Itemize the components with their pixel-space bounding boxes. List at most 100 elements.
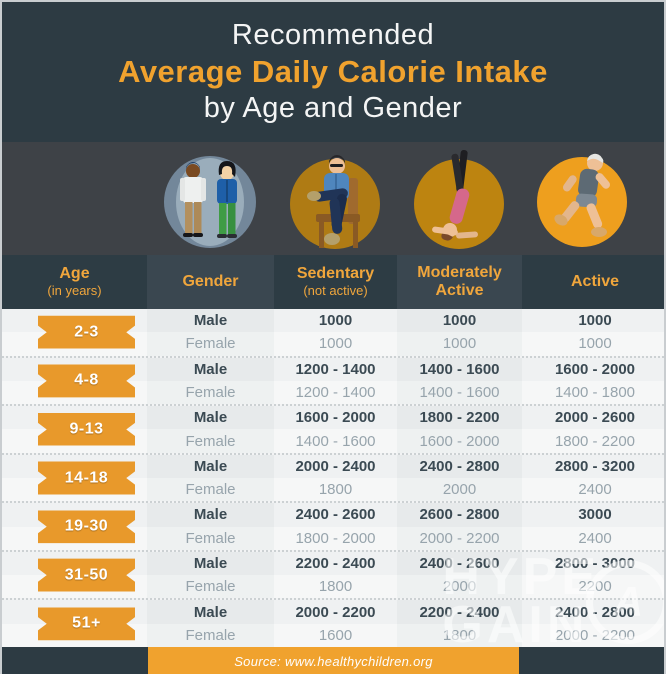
gender-icon — [155, 144, 265, 253]
gender-label-female: Female — [147, 526, 274, 550]
age-range-label: 2-3 — [74, 323, 99, 341]
female-row: Female 1600 1800 2000 - 2200 — [2, 623, 664, 648]
calorie-value-sedentary: 1400 - 1600 — [295, 432, 376, 450]
age-range-badge: 2-3 — [38, 315, 135, 349]
age-range-badge: 9-13 — [38, 412, 135, 446]
calorie-value-moderate: 1400 - 1600 — [397, 357, 522, 381]
column-header-moderately-active: Moderately Active — [397, 255, 522, 309]
column-header-sedentary: Sedentary (not active) — [296, 265, 375, 298]
calorie-value-sedentary: 1800 - 2000 — [295, 529, 376, 547]
gender-label-female: Female — [147, 478, 274, 502]
male-row: Male 2400 - 2600 2600 - 2800 3000 — [2, 503, 664, 527]
active-icon — [527, 144, 637, 253]
calorie-value-sedentary: 1800 — [318, 481, 353, 499]
age-group-row: 4-8 Male 1200 - 1400 1400 - 1600 1600 - … — [2, 355, 664, 405]
calorie-value-moderate: 1600 - 2000 — [397, 429, 522, 453]
gender-label-male: Male — [147, 454, 274, 479]
calorie-value-moderate: 1000 — [397, 309, 522, 333]
calorie-value-sedentary: 1000 — [318, 335, 353, 353]
calorie-value-sedentary: 1600 — [318, 626, 353, 644]
age-group-row: 2-3 Male 1000 1000 1000 Female 1000 1000… — [2, 309, 664, 356]
age-range-badge: 14-18 — [38, 461, 135, 495]
column-header-age: Age (in years) — [47, 265, 102, 298]
title-line-1: Recommended — [231, 19, 435, 51]
male-row: Male 1600 - 2000 1800 - 2200 2000 - 2600 — [2, 406, 664, 430]
male-row: Male 2000 - 2400 2400 - 2800 2800 - 3200 — [2, 454, 664, 479]
column-header-active: Active — [570, 272, 620, 290]
calorie-value-active: 2000 - 2200 — [554, 626, 636, 644]
calorie-value-active: 1000 — [578, 335, 612, 353]
age-range-badge: 19-30 — [38, 510, 135, 544]
calorie-value-moderate: 1800 - 2200 — [397, 406, 522, 430]
age-range-label: 9-13 — [69, 420, 104, 438]
calorie-value-sedentary: 1200 - 1400 — [295, 360, 376, 378]
title-line-3: by Age and Gender — [203, 92, 463, 124]
gender-label-female: Female — [147, 332, 274, 356]
female-row: Female 1400 - 1600 1600 - 2000 1800 - 22… — [2, 429, 664, 453]
age-group-row: 14-18 Male 2000 - 2400 2400 - 2800 2800 … — [2, 452, 664, 502]
calorie-value-moderate: 2000 — [397, 575, 522, 599]
age-range-label: 14-18 — [64, 469, 109, 487]
calorie-value-moderate: 2400 - 2800 — [397, 454, 522, 479]
source-bar: Source: www.healthychildren.org — [148, 647, 519, 674]
calorie-value-sedentary: 1000 — [318, 312, 353, 330]
gender-label-female: Female — [147, 380, 274, 405]
gender-label-female: Female — [147, 429, 274, 453]
calorie-value-active: 2800 - 3200 — [554, 457, 636, 475]
calorie-value-active: 1400 - 1800 — [554, 384, 636, 402]
title-band: Recommended Average Daily Calorie Intake… — [2, 2, 664, 142]
age-group-row: 51+ Male 2000 - 2200 2200 - 2400 2400 - … — [2, 598, 664, 648]
table-header-row: Age (in years) Gender Sedentary (not act… — [2, 255, 664, 309]
gender-label-male: Male — [147, 406, 274, 430]
calorie-value-moderate: 2400 - 2600 — [397, 551, 522, 576]
calorie-value-sedentary: 1600 - 2000 — [295, 409, 376, 427]
calorie-value-active: 2400 — [578, 529, 612, 547]
illustration-band — [2, 142, 664, 255]
column-header-gender: Gender — [147, 255, 274, 309]
calorie-value-active: 3000 — [578, 506, 612, 524]
gender-label-male: Male — [147, 309, 274, 333]
gender-label-male: Male — [147, 357, 274, 381]
moderately-active-icon — [404, 144, 514, 253]
calorie-value-active: 1000 — [578, 312, 612, 330]
female-row: Female 1800 2000 2400 — [2, 478, 664, 502]
calorie-value-moderate: 1400 - 1600 — [397, 380, 522, 405]
calorie-value-sedentary: 2000 - 2400 — [295, 457, 376, 475]
age-range-label: 31-50 — [64, 566, 109, 584]
sedentary-icon — [280, 144, 390, 253]
age-range-badge: 4-8 — [38, 364, 135, 398]
calorie-value-moderate: 2000 - 2200 — [397, 526, 522, 550]
gender-label-female: Female — [147, 575, 274, 599]
female-row: Female 1800 2000 2200 — [2, 575, 664, 599]
calorie-value-sedentary: 2400 - 2600 — [295, 506, 376, 524]
calorie-value-sedentary: 2000 - 2200 — [295, 603, 376, 621]
calorie-value-active: 2400 — [578, 481, 612, 499]
footer: Source: www.healthychildren.org — [2, 647, 664, 674]
gender-label-male: Male — [147, 503, 274, 527]
calorie-value-moderate: 2600 - 2800 — [397, 503, 522, 527]
calorie-value-moderate: 2200 - 2400 — [397, 600, 522, 624]
age-range-label: 4-8 — [74, 371, 99, 389]
gender-label-male: Male — [147, 600, 274, 624]
calorie-value-active: 2400 - 2800 — [554, 603, 636, 621]
calorie-value-active: 2800 - 3000 — [554, 555, 636, 573]
age-group-row: 31-50 Male 2200 - 2400 2400 - 2600 2800 … — [2, 549, 664, 599]
gender-label-male: Male — [147, 551, 274, 576]
age-range-badge: 31-50 — [38, 558, 135, 592]
age-group-row: 9-13 Male 1600 - 2000 1800 - 2200 2000 -… — [2, 404, 664, 453]
age-group-row: 19-30 Male 2400 - 2600 2600 - 2800 3000 … — [2, 501, 664, 550]
age-range-label: 19-30 — [64, 517, 109, 535]
calorie-value-moderate: 2000 — [397, 478, 522, 502]
calorie-value-active: 1600 - 2000 — [554, 360, 636, 378]
calorie-value-active: 1800 - 2200 — [554, 432, 636, 450]
age-range-label: 51+ — [72, 614, 101, 632]
calorie-value-sedentary: 2200 - 2400 — [295, 555, 376, 573]
calorie-value-sedentary: 1800 — [318, 578, 353, 596]
male-row: Male 2000 - 2200 2200 - 2400 2400 - 2800 — [2, 600, 664, 624]
female-row: Female 1800 - 2000 2000 - 2200 2400 — [2, 526, 664, 550]
calorie-value-moderate: 1000 — [397, 332, 522, 356]
source-link[interactable]: Source: www.healthychildren.org — [234, 654, 433, 669]
table-body: 2-3 Male 1000 1000 1000 Female 1000 1000… — [2, 309, 664, 648]
calorie-value-moderate: 1800 — [397, 623, 522, 648]
